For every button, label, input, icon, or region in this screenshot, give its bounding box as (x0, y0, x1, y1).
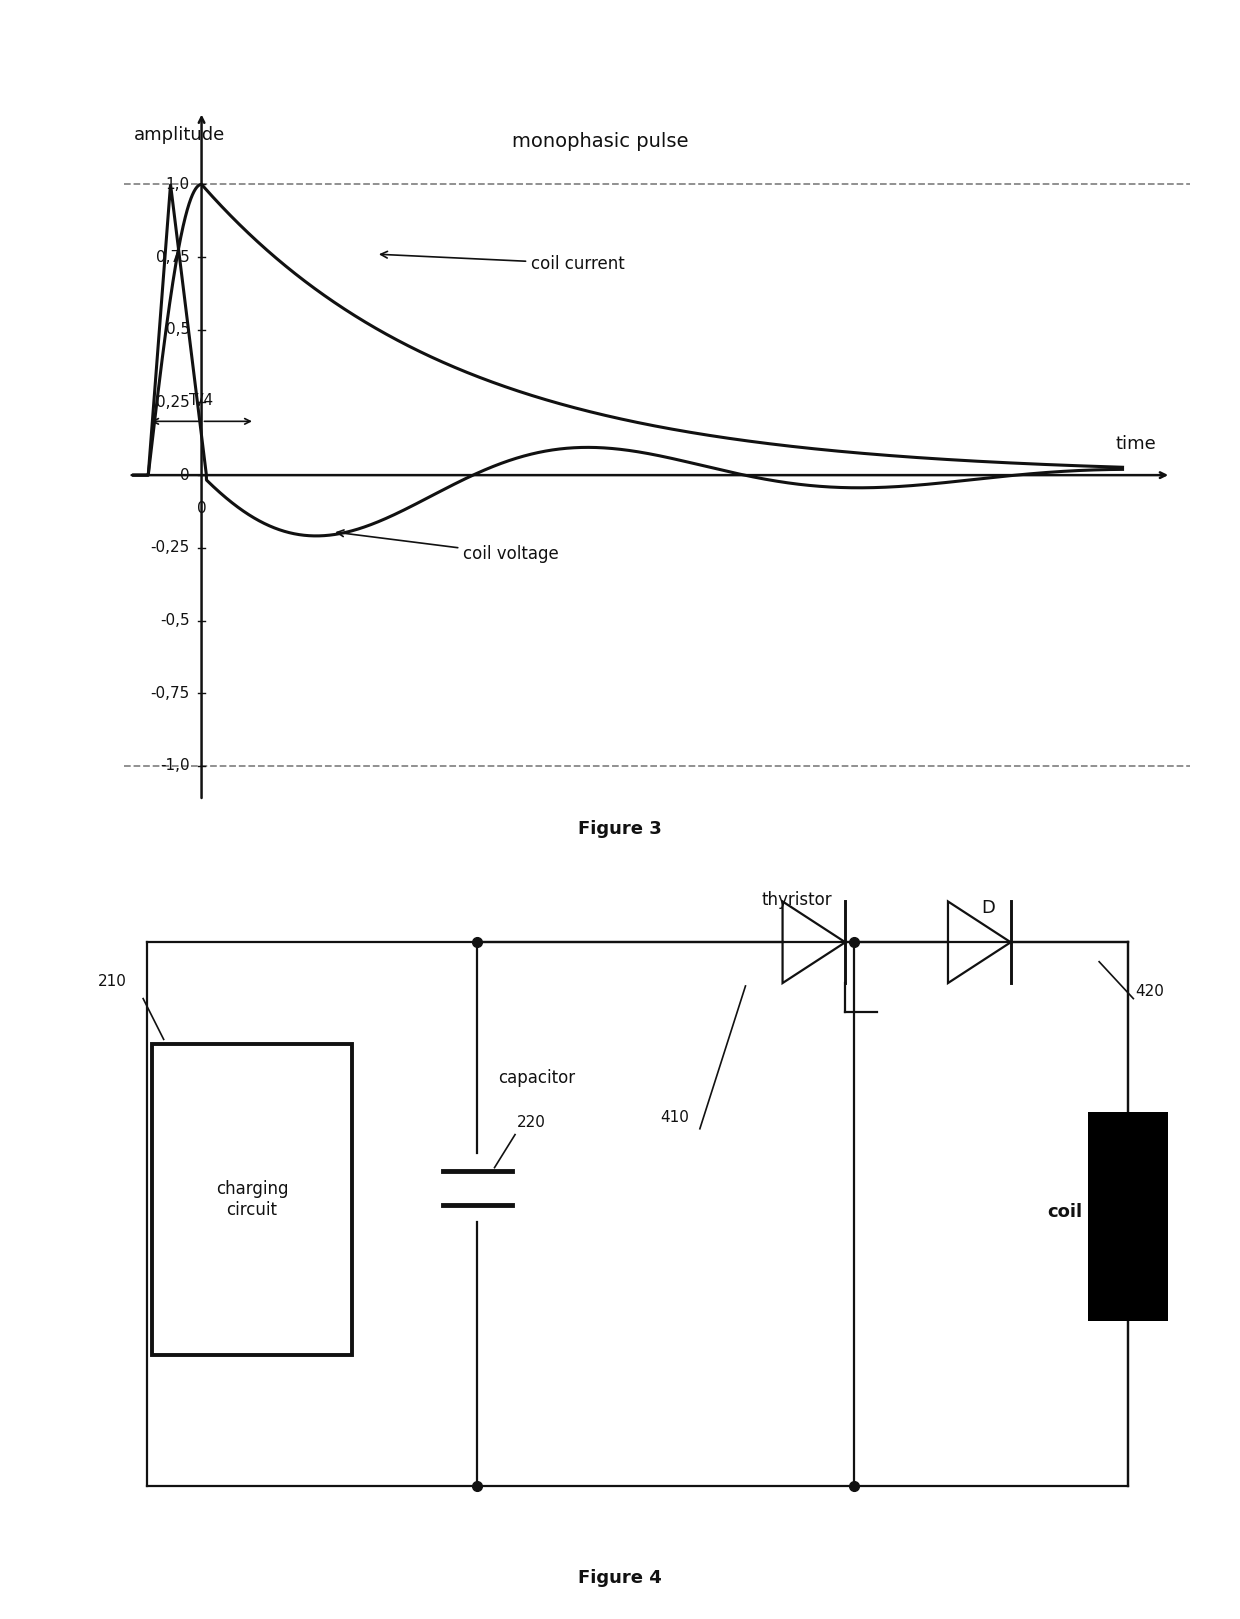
Text: 0,5: 0,5 (166, 322, 190, 337)
Text: -0,25: -0,25 (151, 541, 190, 555)
Text: charging
circuit: charging circuit (216, 1180, 289, 1219)
Text: Figure 3: Figure 3 (578, 819, 662, 837)
Text: 0,75: 0,75 (156, 249, 190, 264)
Text: monophasic pulse: monophasic pulse (512, 131, 688, 151)
Text: -1,0: -1,0 (160, 758, 190, 774)
Text: 410: 410 (660, 1111, 688, 1125)
Text: 0: 0 (180, 468, 190, 482)
Text: amplitude: amplitude (134, 126, 224, 144)
Bar (1087, 1112, 1168, 1321)
Text: 420: 420 (1136, 984, 1164, 999)
Text: capacitor: capacitor (498, 1069, 575, 1086)
Text: -0,5: -0,5 (160, 614, 190, 628)
Text: time: time (1116, 436, 1157, 453)
Text: 0,25: 0,25 (156, 395, 190, 410)
FancyBboxPatch shape (153, 1044, 352, 1355)
Text: T/4: T/4 (190, 393, 213, 408)
Text: -0,75: -0,75 (151, 686, 190, 701)
Text: 220: 220 (517, 1115, 546, 1130)
Text: 1,0: 1,0 (166, 176, 190, 193)
Text: D: D (982, 899, 996, 916)
Text: Figure 4: Figure 4 (578, 1569, 662, 1587)
Text: 210: 210 (98, 975, 126, 989)
Text: thyristor: thyristor (761, 892, 832, 910)
Text: coil voltage: coil voltage (337, 529, 559, 563)
Text: 0: 0 (197, 502, 206, 516)
Text: 260: 260 (1136, 1149, 1164, 1164)
Text: coil current: coil current (381, 251, 625, 272)
Text: coil: coil (1048, 1203, 1083, 1221)
